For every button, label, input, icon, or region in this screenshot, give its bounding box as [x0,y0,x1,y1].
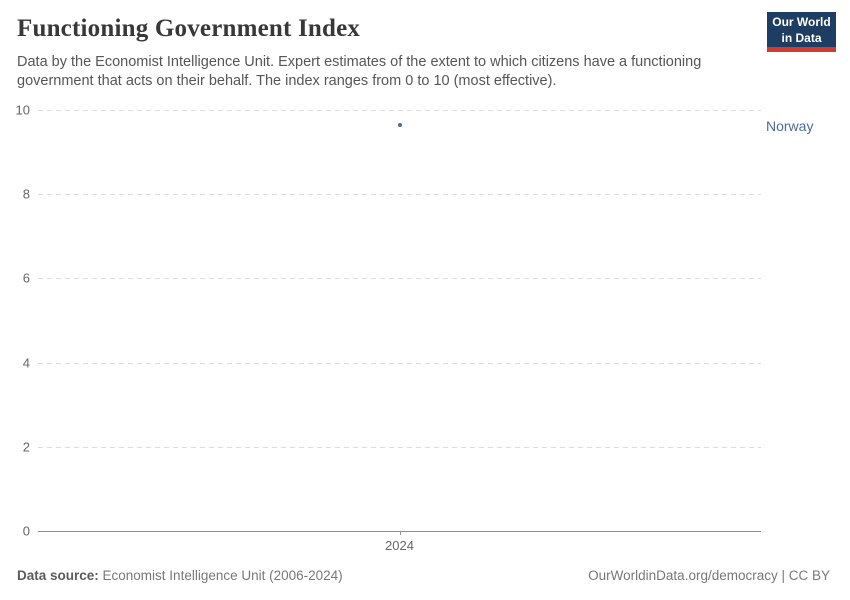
entity-label-norway[interactable]: Norway [766,118,814,135]
y-axis-tick-label-2: 2 [22,439,30,455]
y-axis-tick-label-6: 6 [22,270,30,286]
gridline-y-10 [38,110,761,111]
gridline-y-8 [38,194,761,196]
plot-area [38,110,761,535]
data-point-norway[interactable] [397,123,402,128]
gridline-y-4 [38,362,761,364]
owid-logo[interactable]: Our World in Data [767,12,836,52]
gridline-y-2 [38,446,761,448]
owid-logo-line1: Our World [772,15,831,29]
x-axis-tick-label-2024: 2024 [385,538,414,553]
chart-footer: Data source: Economist Intelligence Unit… [17,568,830,583]
y-axis-tick-label-0: 0 [22,523,30,539]
y-axis-tick-label-4: 4 [22,355,30,371]
data-source: Data source: Economist Intelligence Unit… [17,568,343,583]
owid-logo-line2: in Data [781,31,822,45]
gridline-y-6 [38,278,761,280]
page-title: Functioning Government Index [17,15,361,42]
x-axis-tick-mark-2024 [399,531,401,535]
chart-subtitle: Data by the Economist Intelligence Unit.… [17,54,702,89]
credit-link[interactable]: OurWorldinData.org/democracy | CC BY [588,568,830,583]
data-source-label: Data source: [17,568,99,583]
y-axis-tick-label-8: 8 [22,186,30,202]
y-axis-tick-label-10: 10 [15,102,30,118]
data-source-value: Economist Intelligence Unit (2006-2024) [98,568,343,583]
